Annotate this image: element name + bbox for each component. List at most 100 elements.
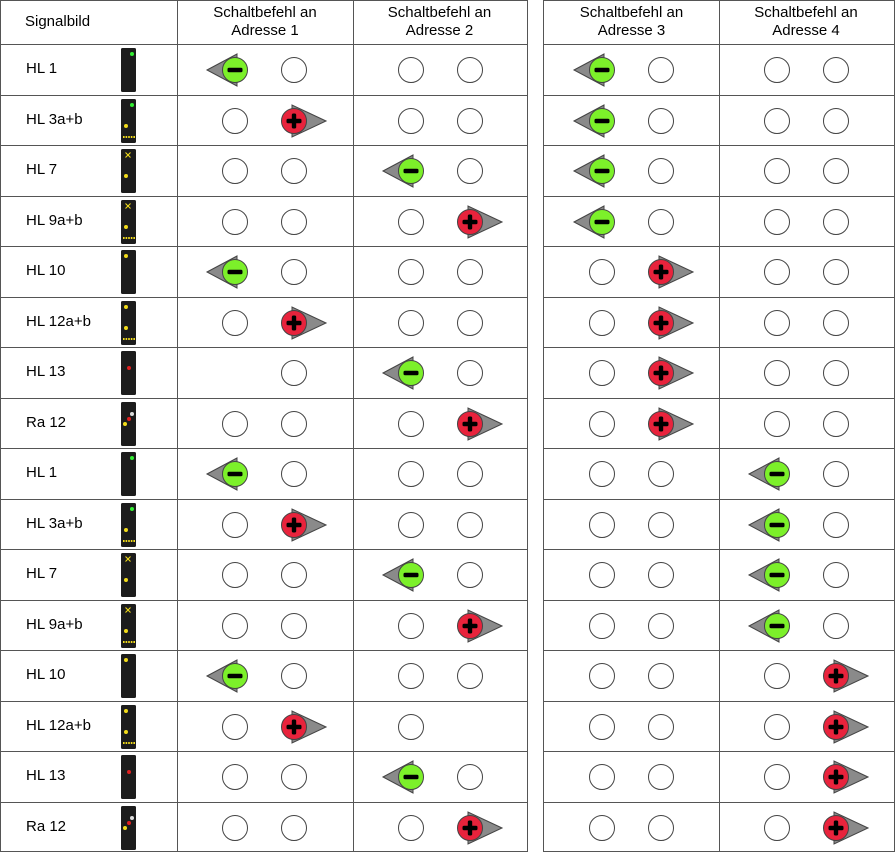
address-1-cell — [205, 255, 307, 289]
header-address-1-line1: Schaltbefehl an — [213, 4, 317, 21]
address-3-cell — [589, 663, 674, 689]
row-divider — [0, 650, 527, 651]
address-4-cell — [764, 158, 849, 184]
plus-icon — [833, 769, 839, 785]
signal-mast-icon — [121, 502, 136, 547]
signal-aspect-label: HL 10 — [26, 666, 66, 683]
address-3-cell — [589, 612, 674, 639]
empty-circle-icon — [281, 764, 307, 790]
empty-circle-icon — [457, 461, 483, 487]
signal-aspect-label: HL 12a+b — [26, 716, 91, 734]
address-1-cell — [222, 103, 328, 138]
signal-mast-icon — [121, 401, 136, 446]
signal-aspect-label: HL 7 — [26, 161, 58, 178]
minus-icon — [769, 522, 785, 527]
row-divider — [543, 145, 894, 146]
cross-lamp-icon — [125, 606, 131, 613]
empty-circle-icon — [648, 713, 674, 740]
minus-icon — [769, 623, 785, 628]
empty-circle-icon — [457, 309, 483, 336]
empty-circle-icon — [398, 612, 424, 639]
row-divider — [543, 600, 894, 601]
column-divider — [353, 0, 354, 852]
address-4-cell — [764, 259, 849, 285]
row-divider — [0, 549, 527, 550]
row-divider — [543, 448, 894, 449]
signal-mast-icon — [121, 199, 136, 244]
address-4-cell — [764, 810, 870, 845]
empty-circle-icon — [823, 208, 849, 235]
address-4-cell — [764, 760, 870, 794]
minus-icon — [594, 118, 610, 123]
row-divider — [543, 95, 894, 96]
empty-circle-icon — [398, 410, 424, 437]
address-3-cell — [589, 814, 674, 841]
empty-circle-icon — [222, 107, 248, 134]
address-3-cell — [589, 406, 695, 441]
empty-circle-icon — [764, 309, 790, 336]
signal-mast-icon — [121, 351, 136, 395]
empty-circle-icon — [764, 57, 790, 83]
cross-lamp-icon — [125, 202, 131, 209]
address-1-cell — [222, 814, 307, 841]
empty-circle-icon — [823, 410, 849, 437]
empty-circle-icon — [281, 360, 307, 386]
signal-aspect-label: HL 9a+b — [26, 211, 83, 229]
empty-circle-icon — [764, 713, 790, 740]
address-3-cell — [589, 713, 674, 740]
plus-icon — [467, 618, 473, 633]
header-signalbild: Signalbild — [25, 13, 91, 30]
address-2-cell — [381, 760, 483, 794]
cross-lamp-icon — [125, 556, 131, 562]
signal-mast-body — [121, 149, 136, 193]
yellow-lamp — [124, 224, 128, 229]
table-right — [543, 0, 895, 852]
header-address-2: Schaltbefehl an Adresse 2 — [353, 0, 526, 44]
row-divider — [0, 44, 527, 45]
row-divider — [0, 347, 527, 348]
empty-circle-icon — [457, 764, 483, 790]
address-1-cell — [222, 507, 328, 542]
signal-aspect-label: Ra 12 — [26, 413, 67, 431]
signal-mast-icon — [121, 654, 136, 698]
address-4-cell — [764, 709, 870, 744]
address-3-cell — [589, 461, 674, 487]
empty-circle-icon — [457, 360, 483, 386]
empty-circle-icon — [589, 360, 615, 386]
empty-circle-icon — [457, 562, 483, 588]
signal-mast-icon — [121, 98, 136, 143]
empty-circle-icon — [281, 57, 307, 83]
signal-mast-icon — [121, 250, 136, 294]
signal-mast-body — [121, 48, 136, 92]
row-divider — [0, 499, 527, 500]
minus-icon — [769, 572, 785, 578]
empty-circle-icon — [222, 511, 248, 538]
yellow-lamp — [124, 254, 128, 258]
row-divider — [0, 297, 527, 298]
green-lamp — [130, 102, 134, 107]
empty-circle-icon — [589, 612, 615, 639]
empty-circle-icon — [281, 208, 307, 235]
address-2-cell — [398, 204, 504, 239]
empty-circle-icon — [648, 208, 674, 235]
empty-circle-icon — [648, 158, 674, 184]
cross-lamp-icon — [125, 152, 131, 158]
signal-aspect-label: Ra 12 — [26, 817, 67, 835]
row-divider — [543, 44, 894, 45]
empty-circle-icon — [398, 663, 424, 689]
address-4-cell — [747, 457, 849, 491]
plus-icon — [291, 113, 297, 128]
empty-circle-icon — [398, 814, 424, 841]
empty-circle-icon — [648, 612, 674, 639]
empty-circle-icon — [764, 107, 790, 134]
address-1-cell — [205, 659, 307, 693]
empty-circle-icon — [398, 208, 424, 235]
empty-circle-icon — [589, 511, 615, 538]
address-1-cell — [205, 457, 307, 491]
empty-circle-icon — [222, 764, 248, 790]
signal-mast-body — [121, 502, 136, 547]
address-4-cell — [764, 360, 849, 386]
header-address-3-line1: Schaltbefehl an — [579, 4, 684, 21]
empty-circle-icon — [222, 208, 248, 235]
yellow-lamp — [124, 729, 128, 734]
